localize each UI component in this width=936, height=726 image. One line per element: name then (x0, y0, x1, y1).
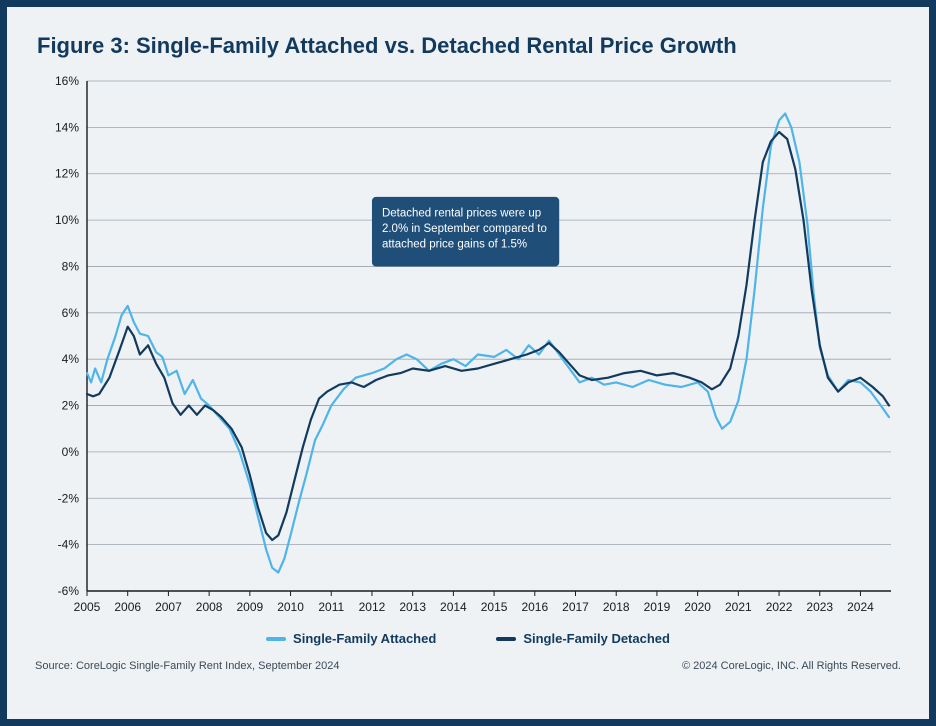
legend-label-detached: Single-Family Detached (523, 631, 670, 646)
svg-text:2011: 2011 (318, 600, 344, 614)
svg-text:2014: 2014 (440, 600, 467, 614)
svg-text:2%: 2% (62, 399, 80, 413)
svg-text:2009: 2009 (236, 600, 263, 614)
svg-text:2007: 2007 (155, 600, 182, 614)
legend-item-attached: Single-Family Attached (266, 631, 436, 646)
svg-text:2006: 2006 (114, 600, 141, 614)
svg-text:2012: 2012 (359, 600, 386, 614)
svg-text:2017: 2017 (562, 600, 589, 614)
svg-text:Detached rental prices were up: Detached rental prices were up (382, 207, 541, 219)
svg-text:2013: 2013 (399, 600, 426, 614)
svg-text:0%: 0% (62, 445, 80, 459)
svg-text:2016: 2016 (521, 600, 548, 614)
svg-text:2024: 2024 (847, 600, 874, 614)
svg-text:2005: 2005 (74, 600, 101, 614)
svg-text:12%: 12% (55, 167, 79, 181)
svg-text:2010: 2010 (277, 600, 304, 614)
svg-text:2023: 2023 (806, 600, 833, 614)
svg-text:2022: 2022 (766, 600, 793, 614)
svg-text:2020: 2020 (684, 600, 711, 614)
svg-text:2015: 2015 (481, 600, 508, 614)
figure-container: Figure 3: Single-Family Attached vs. Det… (0, 0, 936, 726)
svg-text:attached price gains of 1.5%: attached price gains of 1.5% (382, 238, 527, 250)
legend-swatch-attached (266, 637, 286, 641)
legend-swatch-detached (496, 637, 516, 641)
svg-text:2018: 2018 (603, 600, 630, 614)
chart-legend: Single-Family Attached Single-Family Det… (33, 631, 903, 646)
line-chart-svg: -6% -4% -2% 0% 2% 4% 6% 8% 10% 12% 14% 16% 2005 2006 2… (33, 63, 905, 623)
svg-text:2.0% in September compared to: 2.0% in September compared to (382, 223, 547, 235)
svg-text:10%: 10% (55, 213, 79, 227)
chart-area: -6% -4% -2% 0% 2% 4% 6% 8% 10% 12% 14% 16% 2005 2006 2… (33, 63, 905, 623)
svg-text:2008: 2008 (196, 600, 223, 614)
svg-text:8%: 8% (62, 259, 80, 273)
copyright-text: © 2024 CoreLogic, INC. All Rights Reserv… (682, 660, 901, 672)
svg-text:-2%: -2% (58, 491, 80, 505)
svg-text:2019: 2019 (644, 600, 671, 614)
svg-text:2021: 2021 (725, 600, 752, 614)
svg-text:14%: 14% (55, 120, 79, 134)
svg-text:4%: 4% (62, 352, 80, 366)
svg-text:-6%: -6% (58, 584, 80, 598)
legend-label-attached: Single-Family Attached (293, 631, 436, 646)
svg-text:6%: 6% (62, 306, 80, 320)
figure-title: Figure 3: Single-Family Attached vs. Det… (37, 33, 903, 59)
svg-text:-4%: -4% (58, 538, 80, 552)
source-text: Source: CoreLogic Single-Family Rent Ind… (35, 660, 340, 672)
legend-item-detached: Single-Family Detached (496, 631, 670, 646)
figure-footer: Source: CoreLogic Single-Family Rent Ind… (33, 660, 903, 672)
svg-text:16%: 16% (55, 74, 79, 88)
